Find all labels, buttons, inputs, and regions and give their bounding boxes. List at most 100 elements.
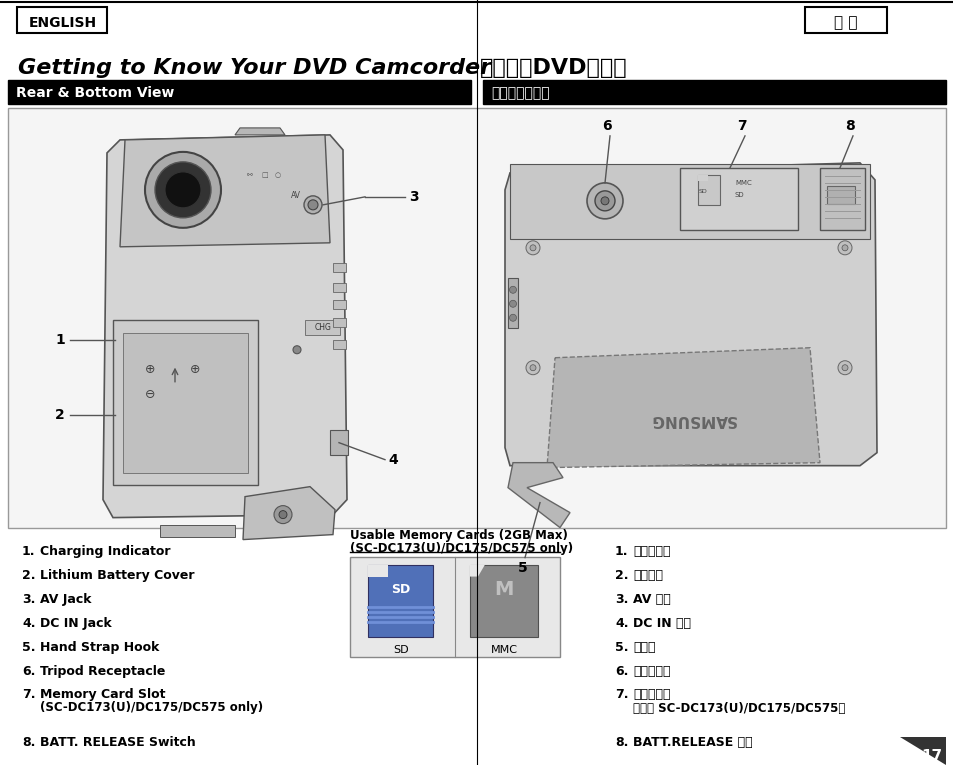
Text: (SC-DC173(U)/DC175/DC575 only): (SC-DC173(U)/DC175/DC575 only) bbox=[350, 542, 573, 555]
Text: 5: 5 bbox=[517, 561, 527, 574]
Text: 3: 3 bbox=[409, 190, 418, 204]
Bar bbox=[333, 283, 346, 292]
Text: SD: SD bbox=[698, 189, 706, 195]
Text: AV: AV bbox=[291, 192, 301, 201]
Text: Memory Card Slot: Memory Card Slot bbox=[40, 689, 165, 702]
Circle shape bbox=[586, 183, 622, 219]
Text: ENGLISH: ENGLISH bbox=[29, 16, 97, 30]
Text: CHG: CHG bbox=[314, 323, 331, 332]
Polygon shape bbox=[103, 135, 347, 518]
Text: SD: SD bbox=[393, 644, 409, 654]
Text: □: □ bbox=[261, 172, 268, 178]
Bar bbox=[368, 565, 433, 637]
Text: 三脚架接口: 三脚架接口 bbox=[633, 665, 670, 677]
Text: 4.: 4. bbox=[22, 617, 35, 630]
Text: 7.: 7. bbox=[22, 689, 35, 702]
Text: ⊕: ⊕ bbox=[190, 363, 200, 376]
Polygon shape bbox=[546, 348, 820, 468]
Text: BATT. RELEASE Switch: BATT. RELEASE Switch bbox=[40, 736, 195, 749]
Text: 锂电池盖: 锂电池盖 bbox=[633, 568, 662, 581]
Text: 1.: 1. bbox=[22, 545, 35, 558]
Polygon shape bbox=[234, 128, 285, 135]
Text: 记忆卡插槽: 记忆卡插槽 bbox=[633, 689, 670, 702]
Polygon shape bbox=[120, 135, 330, 247]
Text: ⚯: ⚯ bbox=[247, 172, 253, 178]
Circle shape bbox=[841, 245, 847, 250]
Bar bbox=[470, 565, 537, 637]
Text: SD: SD bbox=[734, 192, 744, 198]
Text: 6: 6 bbox=[601, 119, 611, 133]
Text: M: M bbox=[494, 580, 513, 599]
Circle shape bbox=[278, 511, 287, 519]
Text: DC IN 插孔: DC IN 插孔 bbox=[633, 617, 690, 630]
Text: 4: 4 bbox=[388, 453, 397, 466]
Text: 5.: 5. bbox=[22, 640, 35, 653]
Text: Getting to Know Your DVD Camcorder: Getting to Know Your DVD Camcorder bbox=[18, 58, 491, 78]
Text: ⊕: ⊕ bbox=[145, 363, 155, 376]
Circle shape bbox=[525, 241, 539, 255]
Bar bbox=[820, 168, 864, 230]
Circle shape bbox=[530, 365, 536, 371]
Text: 7: 7 bbox=[737, 119, 746, 133]
Text: 手带钉: 手带钉 bbox=[633, 640, 655, 653]
Text: Usable Memory Cards (2GB Max): Usable Memory Cards (2GB Max) bbox=[350, 529, 567, 542]
Polygon shape bbox=[368, 565, 388, 577]
Bar bbox=[123, 332, 248, 473]
Circle shape bbox=[525, 361, 539, 375]
Circle shape bbox=[308, 200, 317, 210]
Text: MMC: MMC bbox=[490, 644, 517, 654]
Bar bbox=[698, 175, 720, 205]
Bar bbox=[333, 300, 346, 309]
Text: 1.: 1. bbox=[615, 545, 628, 558]
Circle shape bbox=[293, 345, 301, 354]
Circle shape bbox=[595, 191, 615, 211]
Text: 6.: 6. bbox=[615, 665, 628, 677]
Text: AV 插孔: AV 插孔 bbox=[633, 593, 670, 606]
Polygon shape bbox=[470, 565, 484, 577]
Bar bbox=[679, 168, 797, 230]
Text: 了解您的DVD摄像机: 了解您的DVD摄像机 bbox=[479, 58, 627, 78]
Text: 中 文: 中 文 bbox=[833, 15, 857, 31]
Bar bbox=[160, 525, 234, 537]
Circle shape bbox=[509, 314, 516, 321]
Circle shape bbox=[304, 196, 322, 214]
Text: MMC: MMC bbox=[734, 180, 751, 186]
Text: AV Jack: AV Jack bbox=[40, 593, 91, 606]
Bar bbox=[8, 108, 945, 528]
Text: SAMSUNG: SAMSUNG bbox=[649, 412, 736, 427]
Circle shape bbox=[837, 241, 851, 255]
Polygon shape bbox=[698, 175, 707, 181]
Text: DC IN Jack: DC IN Jack bbox=[40, 617, 112, 630]
Text: 8.: 8. bbox=[615, 736, 628, 749]
Text: Tripod Receptacle: Tripod Receptacle bbox=[40, 665, 165, 677]
Text: 1: 1 bbox=[55, 332, 65, 347]
Text: Hand Strap Hook: Hand Strap Hook bbox=[40, 640, 159, 653]
Text: 8.: 8. bbox=[22, 736, 35, 749]
Bar bbox=[8, 80, 471, 104]
Text: ○: ○ bbox=[274, 172, 281, 178]
Bar bbox=[510, 164, 869, 239]
Circle shape bbox=[600, 197, 608, 205]
Circle shape bbox=[274, 506, 292, 524]
Circle shape bbox=[841, 365, 847, 371]
Bar bbox=[333, 318, 346, 327]
Bar bbox=[507, 278, 517, 328]
Circle shape bbox=[837, 361, 851, 375]
Text: 3.: 3. bbox=[22, 593, 35, 606]
Circle shape bbox=[509, 300, 516, 307]
Text: BATT.RELEASE 开关: BATT.RELEASE 开关 bbox=[633, 736, 752, 749]
Text: 17: 17 bbox=[921, 749, 942, 764]
Circle shape bbox=[530, 245, 536, 250]
Text: （仅限 SC-DC173(U)/DC175/DC575）: （仅限 SC-DC173(U)/DC175/DC575） bbox=[633, 702, 844, 715]
Text: 3.: 3. bbox=[615, 593, 628, 606]
Text: 6.: 6. bbox=[22, 665, 35, 677]
Bar bbox=[826, 186, 854, 204]
Text: 2.: 2. bbox=[22, 568, 35, 581]
FancyBboxPatch shape bbox=[17, 7, 107, 33]
Text: 8: 8 bbox=[844, 119, 854, 133]
Text: Rear & Bottom View: Rear & Bottom View bbox=[16, 86, 174, 100]
Text: 5.: 5. bbox=[615, 640, 628, 653]
Text: Lithium Battery Cover: Lithium Battery Cover bbox=[40, 568, 194, 581]
Bar bbox=[350, 557, 559, 656]
Bar bbox=[305, 319, 339, 335]
